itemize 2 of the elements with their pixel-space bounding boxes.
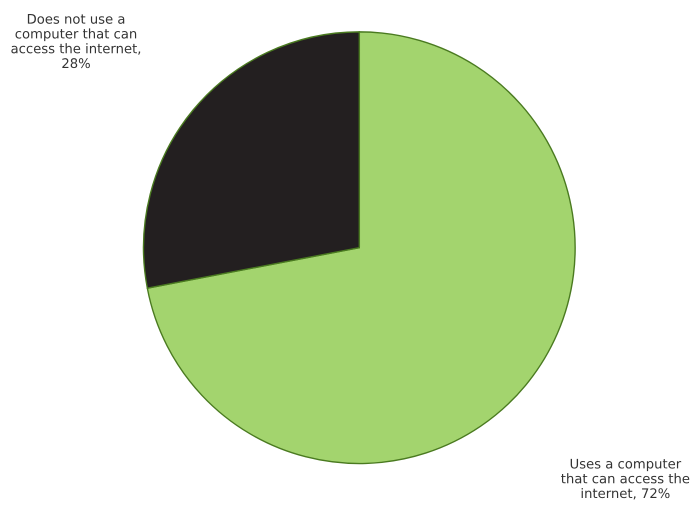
slice-label: Uses a computer that can access the internet, 72% — [561, 458, 690, 500]
slice-label: Does not use a computer that can access the internet, 28% — [11, 14, 140, 68]
